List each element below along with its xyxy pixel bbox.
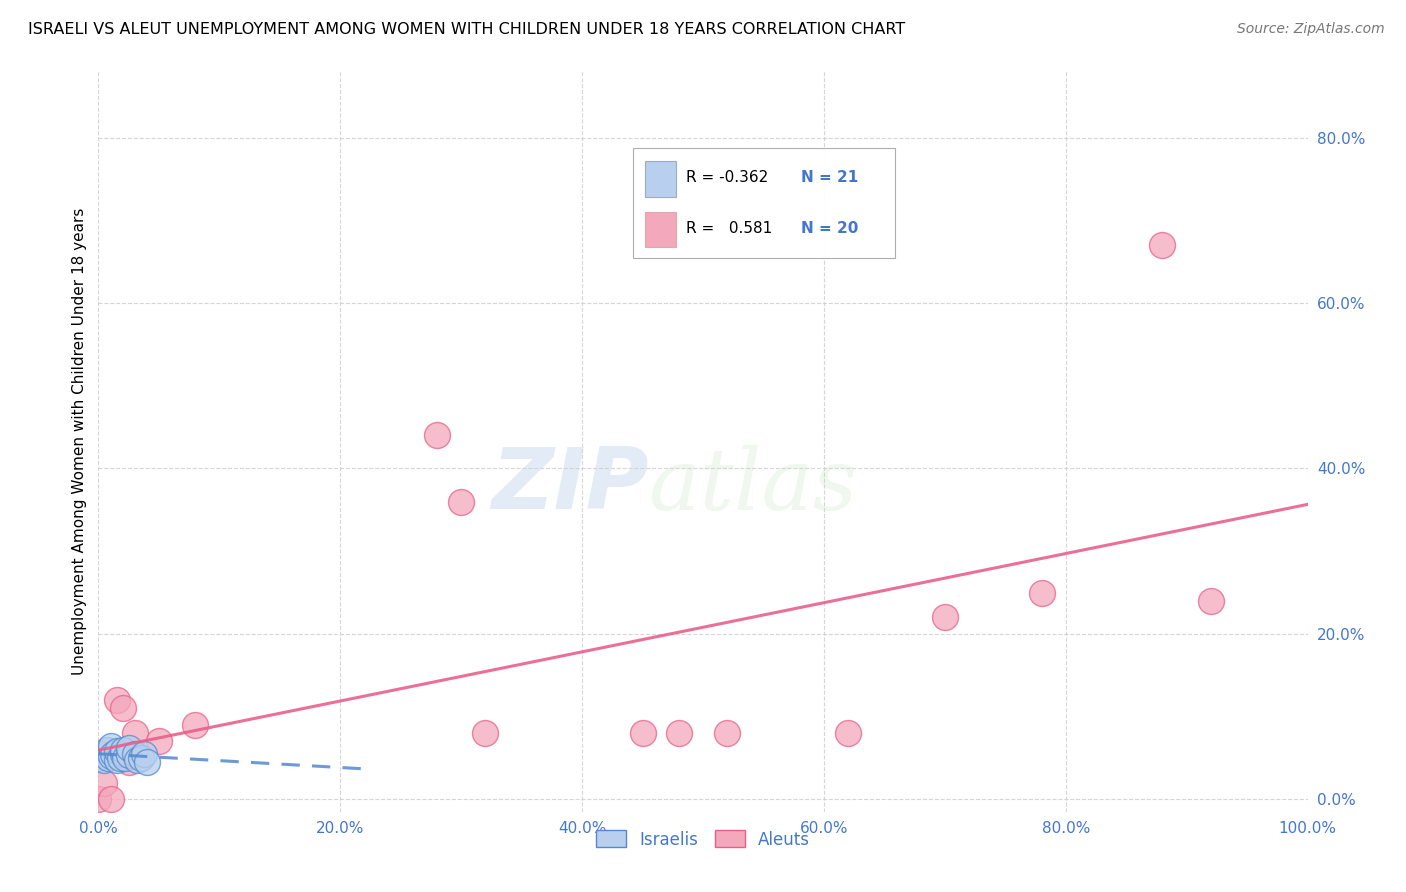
Point xyxy=(100,792,122,806)
Point xyxy=(668,726,690,740)
Point xyxy=(1152,238,1174,252)
Text: ISRAELI VS ALEUT UNEMPLOYMENT AMONG WOMEN WITH CHILDREN UNDER 18 YEARS CORRELATI: ISRAELI VS ALEUT UNEMPLOYMENT AMONG WOME… xyxy=(28,22,905,37)
Point xyxy=(184,718,207,732)
Point xyxy=(105,693,128,707)
Text: atlas: atlas xyxy=(648,444,858,527)
Point xyxy=(93,753,115,767)
Point xyxy=(127,753,149,767)
Y-axis label: Unemployment Among Women with Children Under 18 years: Unemployment Among Women with Children U… xyxy=(72,208,87,675)
Point xyxy=(631,726,654,740)
Point xyxy=(118,748,141,763)
Text: N = 20: N = 20 xyxy=(801,221,858,236)
Point xyxy=(474,726,496,740)
Point xyxy=(97,751,120,765)
Point xyxy=(100,749,122,764)
Text: ZIP: ZIP xyxy=(491,444,648,527)
Point xyxy=(101,747,124,761)
Text: R = -0.362: R = -0.362 xyxy=(686,170,768,186)
Point xyxy=(124,747,146,761)
Point xyxy=(134,747,156,761)
Point xyxy=(96,742,118,756)
Point xyxy=(118,741,141,756)
Point xyxy=(111,747,134,761)
Point xyxy=(108,751,131,765)
Point xyxy=(114,751,136,765)
FancyBboxPatch shape xyxy=(633,148,896,258)
Point xyxy=(105,753,128,767)
Point xyxy=(91,747,114,761)
Point xyxy=(105,744,128,758)
Point xyxy=(148,734,170,748)
Point xyxy=(716,726,738,740)
Point xyxy=(93,776,115,790)
FancyBboxPatch shape xyxy=(645,212,676,247)
Text: R =   0.581: R = 0.581 xyxy=(686,221,772,236)
Point xyxy=(87,751,110,765)
Point xyxy=(111,742,134,756)
Legend: Israelis, Aleuts: Israelis, Aleuts xyxy=(589,823,817,855)
Point xyxy=(100,739,122,753)
Point xyxy=(934,610,956,624)
Point xyxy=(1199,594,1222,608)
Point xyxy=(118,755,141,769)
Text: Source: ZipAtlas.com: Source: ZipAtlas.com xyxy=(1237,22,1385,37)
Point xyxy=(124,726,146,740)
Point xyxy=(135,755,157,769)
Point xyxy=(129,751,152,765)
Point xyxy=(426,428,449,442)
Text: N = 21: N = 21 xyxy=(801,170,858,186)
Point xyxy=(111,701,134,715)
Point xyxy=(450,494,472,508)
Point xyxy=(87,792,110,806)
Point xyxy=(1031,585,1053,599)
FancyBboxPatch shape xyxy=(645,161,676,196)
Point xyxy=(837,726,859,740)
